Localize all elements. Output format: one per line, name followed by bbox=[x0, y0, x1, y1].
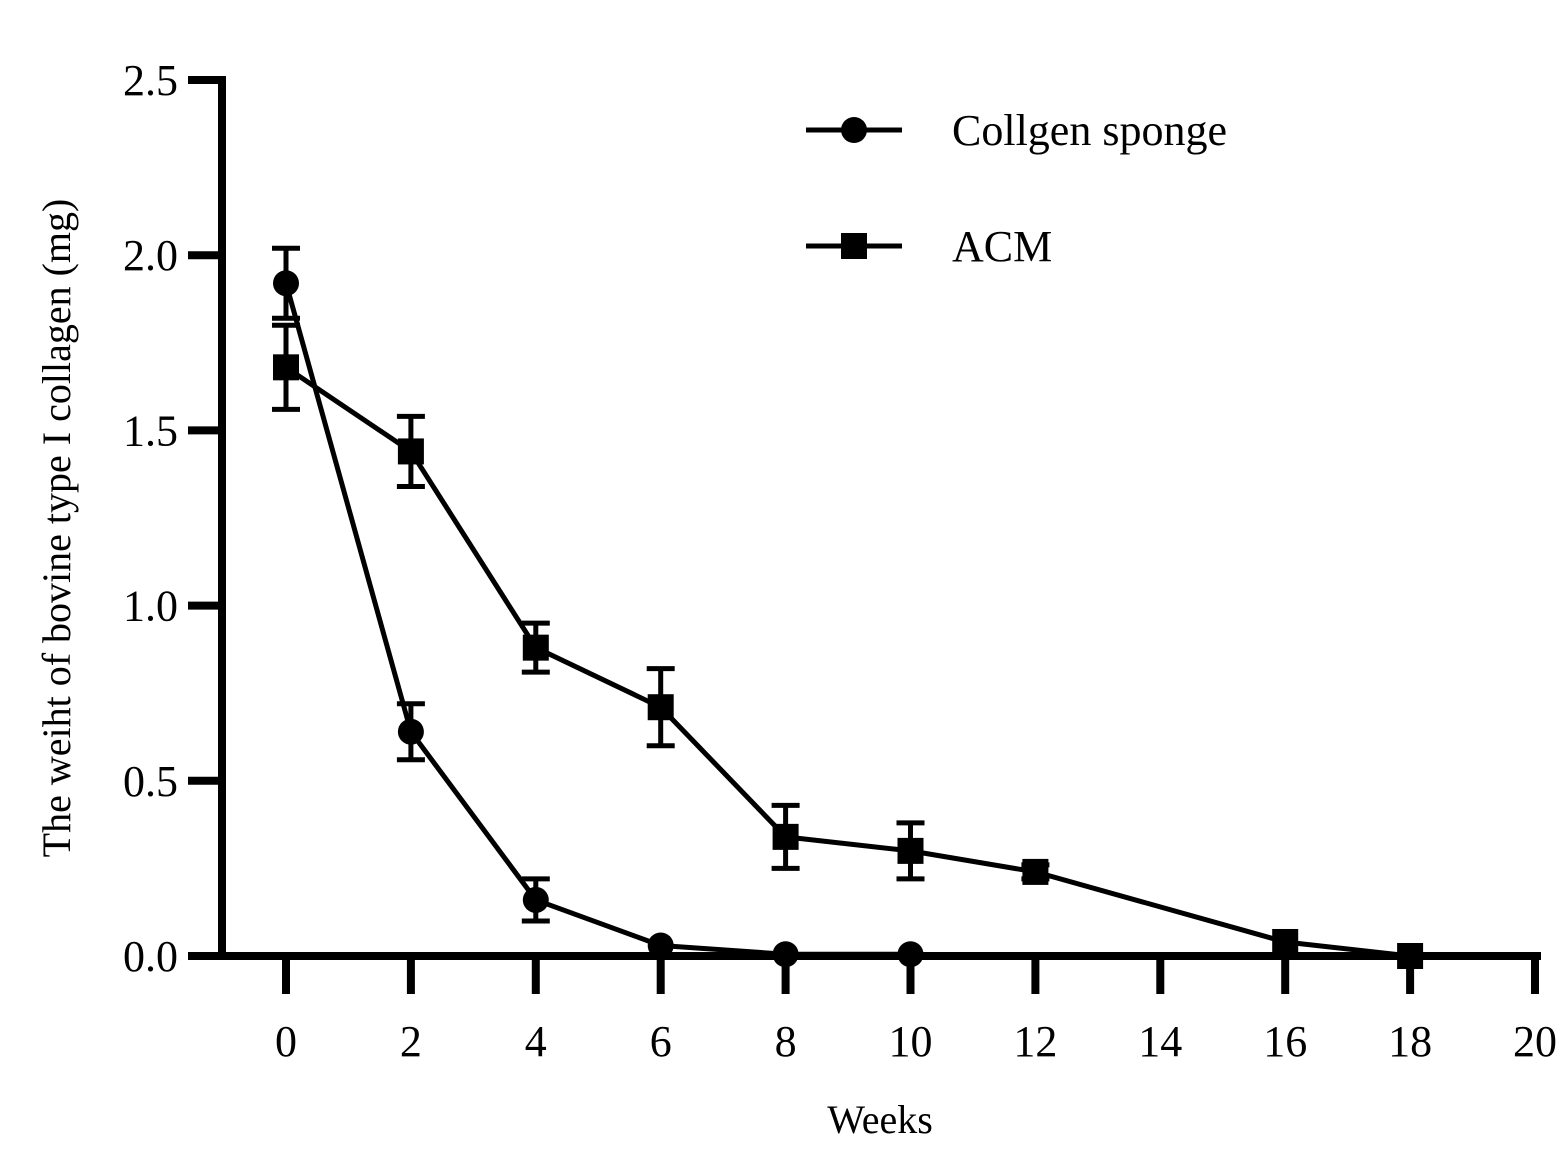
series-layer bbox=[272, 245, 1424, 969]
x-tick-label: 10 bbox=[889, 1017, 933, 1066]
data-point-square bbox=[522, 634, 549, 661]
data-point-square bbox=[1022, 858, 1049, 885]
series-collagen-sponge bbox=[272, 245, 924, 968]
data-point-circle bbox=[772, 941, 799, 968]
series-line bbox=[283, 282, 911, 957]
y-tick-label: 1.5 bbox=[123, 406, 178, 455]
x-tick-label: 16 bbox=[1263, 1017, 1307, 1066]
data-point-square bbox=[397, 438, 424, 465]
legend-label: Collgen sponge bbox=[952, 106, 1227, 155]
data-point-circle bbox=[273, 270, 299, 297]
x-tick-label: 14 bbox=[1138, 1017, 1182, 1066]
data-point-square bbox=[1397, 943, 1424, 969]
x-tick-label: 18 bbox=[1388, 1017, 1432, 1066]
legend-marker-circle bbox=[841, 117, 867, 143]
y-tick-label: 1.0 bbox=[123, 582, 178, 631]
series-line bbox=[284, 365, 1411, 959]
data-point-circle bbox=[897, 941, 924, 968]
y-axis-ticks: 0.0 0.5 1.0 1.5 2.0 2.5 bbox=[123, 56, 222, 981]
data-point-square bbox=[1272, 928, 1299, 955]
legend: Collgen sponge ACM bbox=[806, 106, 1227, 271]
legend-label: ACM bbox=[952, 222, 1052, 271]
x-axis-label: Weeks bbox=[827, 1097, 933, 1142]
x-tick-label: 6 bbox=[650, 1017, 672, 1066]
data-point-circle bbox=[522, 886, 549, 913]
data-point-circle bbox=[397, 718, 424, 745]
x-tick-label: 20 bbox=[1513, 1017, 1557, 1066]
data-point-circle bbox=[647, 932, 674, 959]
x-axis-ticks: 0 2 4 6 8 10 12 14 16 18 20 bbox=[275, 956, 1557, 1066]
data-point-square bbox=[897, 837, 924, 864]
y-tick-label: 0.0 bbox=[123, 932, 178, 981]
data-point-square bbox=[273, 354, 299, 381]
x-tick-label: 12 bbox=[1013, 1017, 1057, 1066]
series-acm bbox=[272, 322, 1424, 969]
y-tick-label: 0.5 bbox=[123, 757, 178, 806]
x-tick-label: 0 bbox=[275, 1017, 297, 1066]
y-tick-label: 2.0 bbox=[123, 231, 178, 280]
axes bbox=[218, 76, 1541, 960]
x-tick-label: 2 bbox=[400, 1017, 422, 1066]
x-tick-label: 8 bbox=[775, 1017, 797, 1066]
data-point-square bbox=[772, 823, 799, 850]
legend-marker-square bbox=[841, 233, 867, 259]
data-point-square bbox=[647, 694, 674, 721]
y-axis-label: The weiht of bovine type I collagen (mg) bbox=[34, 199, 79, 858]
x-tick-label: 4 bbox=[525, 1017, 547, 1066]
y-tick-label: 2.5 bbox=[123, 56, 178, 105]
